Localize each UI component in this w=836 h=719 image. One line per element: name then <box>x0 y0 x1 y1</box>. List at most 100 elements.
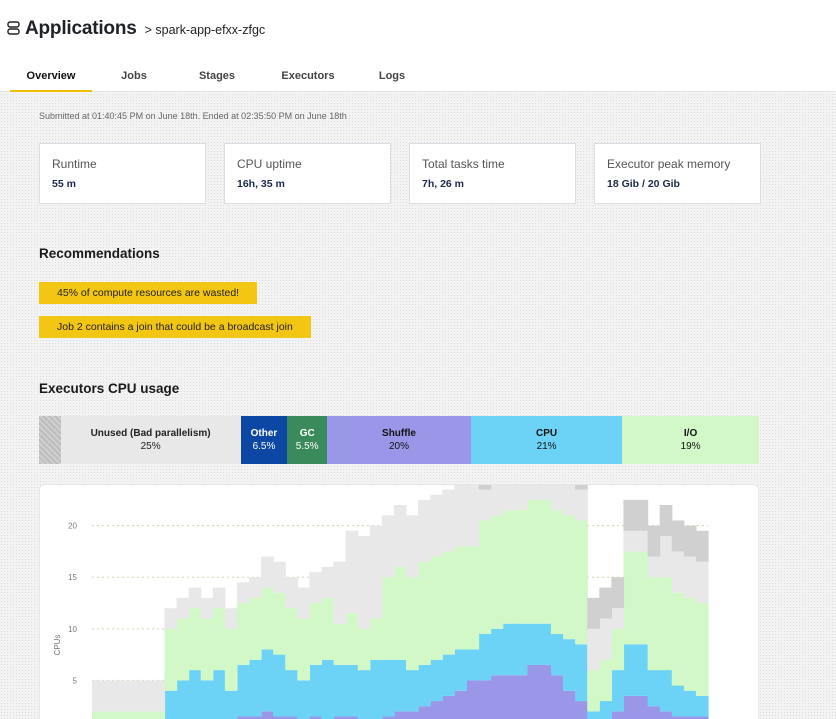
area-step <box>418 499 431 562</box>
submitted-info: Submitted at 01:40:45 PM on June 18th. E… <box>39 111 347 121</box>
area-step <box>285 716 298 719</box>
area-step <box>249 659 262 717</box>
tab-overview[interactable]: Overview <box>10 62 92 92</box>
area-step <box>587 711 600 719</box>
area-step <box>478 489 492 521</box>
card-value: 55 m <box>52 178 76 190</box>
area-step <box>623 695 637 719</box>
area-step <box>393 566 407 660</box>
usage-segment[interactable]: GC 5.5% <box>287 416 327 464</box>
app-header: Applications > spark-app-efxx-zfgc Overv… <box>0 0 836 92</box>
area-step <box>623 499 637 531</box>
recommendations-title: Recommendations <box>39 246 160 261</box>
area-step <box>345 613 359 665</box>
area-step <box>236 664 250 717</box>
area-step <box>659 670 673 712</box>
area-step <box>273 592 286 655</box>
usage-segment[interactable]: Other 6.5% <box>240 416 288 464</box>
area-step <box>683 556 697 598</box>
area-step <box>502 675 516 719</box>
area-step <box>526 623 540 665</box>
area-step <box>261 711 274 719</box>
area-step <box>418 561 431 665</box>
area-step <box>333 664 347 717</box>
area-step <box>659 577 673 671</box>
area-step <box>623 551 637 645</box>
title-row: Applications > spark-app-efxx-zfgc <box>7 18 265 40</box>
area-step <box>611 608 625 629</box>
tab-logs[interactable]: Logs <box>378 70 406 82</box>
area-step <box>538 623 552 665</box>
usage-segment[interactable]: I/O 19% <box>622 416 759 464</box>
area-step <box>236 716 250 719</box>
area-step <box>611 711 625 719</box>
area-step <box>671 716 685 719</box>
area-step <box>321 597 335 660</box>
y-tick-label: 10 <box>68 625 77 634</box>
area-step <box>200 680 214 719</box>
area-step <box>442 489 455 552</box>
area-step <box>683 597 697 691</box>
area-step <box>140 680 153 712</box>
usage-segment[interactable]: CPU 21% <box>470 416 623 464</box>
area-step <box>587 597 600 629</box>
recommendation-badge[interactable]: Job 2 contains a join that could be a br… <box>39 316 311 338</box>
card-label: Runtime <box>52 157 97 171</box>
area-step <box>466 649 480 681</box>
area-step <box>466 485 480 547</box>
area-step <box>406 670 419 712</box>
area-step <box>635 644 649 696</box>
cpu-usage-title: Executors CPU usage <box>39 381 180 396</box>
usage-segment[interactable]: Unused (Bad parallelism) 25% <box>60 416 241 464</box>
area-step <box>212 670 226 719</box>
card-label: Total tasks time <box>422 157 505 171</box>
y-tick-label: 20 <box>68 522 77 531</box>
usage-segment-name: CPU <box>536 428 558 439</box>
area-step <box>188 670 202 719</box>
area-step <box>611 670 625 712</box>
area-step <box>321 659 335 719</box>
card-runtime: Runtime 55 m <box>39 143 206 204</box>
area-step <box>357 628 371 671</box>
area-step <box>563 515 576 640</box>
area-step <box>92 680 105 712</box>
tab-executors[interactable]: Executors <box>281 70 335 82</box>
area-step <box>393 711 407 719</box>
area-step <box>406 711 419 719</box>
area-step <box>623 530 637 552</box>
area-step <box>345 664 359 717</box>
area-step <box>635 530 649 552</box>
recommendation-badge[interactable]: 45% of compute resources are wasted! <box>39 282 258 304</box>
area-step <box>297 587 311 619</box>
usage-segment[interactable] <box>39 416 61 464</box>
area-step <box>285 608 298 671</box>
area-step <box>683 525 697 557</box>
tab-jobs[interactable]: Jobs <box>121 70 147 82</box>
area-step <box>695 530 709 562</box>
area-step <box>671 520 685 552</box>
area-step <box>104 680 117 712</box>
area-step <box>128 680 141 712</box>
area-step <box>635 551 649 645</box>
area-step <box>273 654 286 717</box>
area-step <box>478 520 492 634</box>
area-step <box>176 680 190 719</box>
area-step <box>164 628 178 691</box>
area-step <box>430 701 443 719</box>
area-step <box>212 587 226 609</box>
area-step <box>538 664 552 719</box>
area-step <box>695 695 709 717</box>
area-step <box>647 525 661 557</box>
usage-segment-pct: 25% <box>140 441 161 452</box>
area-step <box>671 592 685 686</box>
area-step <box>490 628 504 676</box>
usage-segment[interactable]: Shuffle 20% <box>326 416 471 464</box>
tab-stages[interactable]: Stages <box>198 70 236 82</box>
page-title[interactable]: Applications <box>25 18 137 39</box>
card-value: 18 Gib / 20 Gib <box>607 178 680 190</box>
area-step <box>236 603 250 665</box>
area-step <box>249 577 262 598</box>
area-step <box>164 690 178 719</box>
area-step <box>454 690 468 719</box>
cpu-chart-card: 5 10 15 20 CPUs <box>39 484 759 719</box>
